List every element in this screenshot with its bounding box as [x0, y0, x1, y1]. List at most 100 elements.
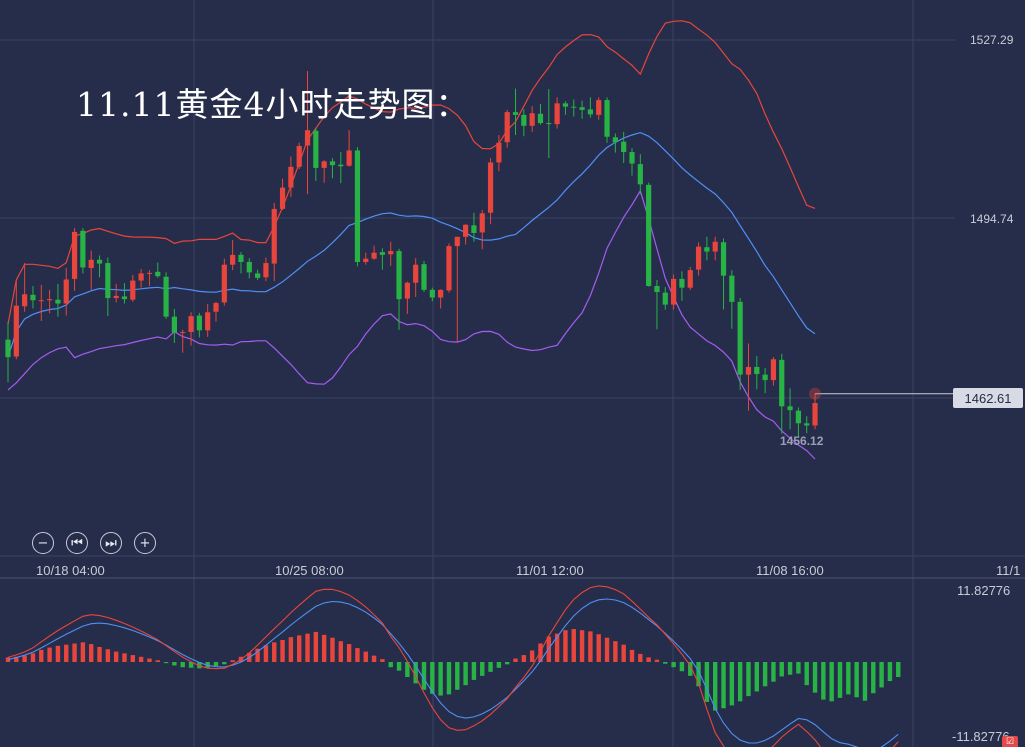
- macd-bar: [829, 662, 834, 702]
- candle-body: [687, 270, 693, 288]
- macd-bar: [613, 641, 618, 662]
- candle-body: [213, 302, 219, 312]
- macd-bar: [180, 662, 185, 668]
- macd-bar: [113, 651, 119, 662]
- candle-body: [371, 252, 377, 259]
- candle-body: [537, 113, 544, 124]
- candle-body: [812, 403, 818, 426]
- macd-bar: [879, 662, 884, 688]
- candle-body: [255, 273, 261, 278]
- macd-bar: [571, 629, 576, 662]
- candle-body: [55, 299, 61, 304]
- macd-bar: [554, 633, 560, 662]
- candle-body: [113, 295, 119, 299]
- candle-body: [612, 137, 618, 143]
- current-price-glow: [809, 387, 822, 400]
- macd-dif-line: [7, 585, 899, 747]
- candle-body: [413, 264, 419, 283]
- macd-bar: [463, 662, 468, 686]
- candle-body: [5, 339, 11, 358]
- macd-bar: [346, 644, 352, 662]
- candle-body: [96, 259, 103, 264]
- candle-body: [654, 286, 660, 293]
- candle-body: [729, 275, 735, 302]
- macd-bar: [321, 634, 327, 662]
- macd-bar: [771, 662, 776, 682]
- macd-bar: [230, 660, 235, 662]
- x-tick-label: 11/1: [996, 563, 1021, 578]
- zoom-in-button[interactable]: +: [134, 532, 156, 554]
- macd-bar: [837, 662, 843, 698]
- x-tick-label: 11/08 16:00: [756, 563, 824, 578]
- macd-bar: [305, 633, 310, 662]
- low-price-label: 1456.12: [780, 434, 824, 448]
- macd-bar: [480, 662, 485, 676]
- candle-body: [554, 103, 560, 125]
- macd-bar: [39, 649, 44, 662]
- macd-bar: [338, 641, 343, 662]
- candle-body: [621, 141, 627, 153]
- macd-bar: [421, 662, 427, 690]
- macd-bar: [812, 662, 818, 693]
- candle-body: [787, 406, 793, 411]
- zoom-out-button[interactable]: −: [32, 532, 54, 554]
- candle-body: [795, 410, 801, 424]
- macd-bar: [30, 653, 36, 662]
- macd-bar: [263, 645, 269, 662]
- candle-body: [88, 259, 94, 268]
- macd-bar: [388, 662, 393, 668]
- scroll-last-button[interactable]: ⏭: [100, 532, 122, 554]
- macd-bar: [588, 631, 593, 662]
- macd-bar: [130, 655, 135, 662]
- macd-bar: [538, 643, 543, 662]
- candle-body: [521, 114, 527, 126]
- candle-body: [138, 273, 144, 281]
- x-tick-label: 10/18 04:00: [36, 563, 105, 578]
- macd-bar: [796, 662, 801, 674]
- scroll-first-button[interactable]: ⏮: [66, 532, 88, 554]
- candle-body: [338, 164, 344, 167]
- candle-body: [396, 251, 402, 300]
- candle-body: [646, 184, 652, 287]
- chart-title: 11.11黄金4小时走势图：: [76, 85, 470, 124]
- candle-body: [712, 241, 718, 252]
- candle-body: [171, 316, 177, 333]
- macd-bar: [871, 662, 876, 694]
- macd-y-min-label: -11.82776: [952, 729, 1010, 744]
- macd-bar: [72, 643, 77, 662]
- macd-bar: [505, 662, 510, 665]
- candle-body: [446, 246, 452, 291]
- candle-body: [121, 296, 128, 300]
- boll-lower-line: [7, 189, 816, 460]
- candle-body: [196, 315, 202, 331]
- candle-body: [230, 254, 236, 265]
- corner-badge-icon: ☑: [1002, 736, 1018, 747]
- candle-body: [504, 112, 510, 143]
- candle-body: [720, 242, 727, 276]
- macd-bar: [147, 658, 152, 662]
- macd-bar: [513, 658, 518, 662]
- candle-body: [438, 289, 444, 298]
- macd-bar: [455, 662, 460, 690]
- macd-bar: [64, 644, 69, 662]
- candle-body: [463, 224, 469, 237]
- candle-body: [329, 161, 336, 166]
- macd-bar: [188, 662, 194, 668]
- macd-bar: [762, 662, 768, 687]
- macd-dea-line: [7, 598, 899, 747]
- macd-bar: [679, 662, 685, 672]
- candle-body: [737, 301, 743, 375]
- macd-bar: [746, 662, 751, 697]
- candle-body: [63, 279, 69, 304]
- candle-body: [146, 272, 153, 274]
- candle-body: [629, 152, 635, 164]
- candle-body: [38, 300, 44, 302]
- candle-body: [155, 271, 161, 277]
- macd-bar: [854, 662, 859, 698]
- macd-bar: [371, 655, 377, 662]
- y-tick-label: 1494.74: [970, 212, 1014, 226]
- candle-body: [188, 316, 194, 332]
- candle-body: [587, 109, 593, 115]
- macd-bar: [272, 642, 277, 662]
